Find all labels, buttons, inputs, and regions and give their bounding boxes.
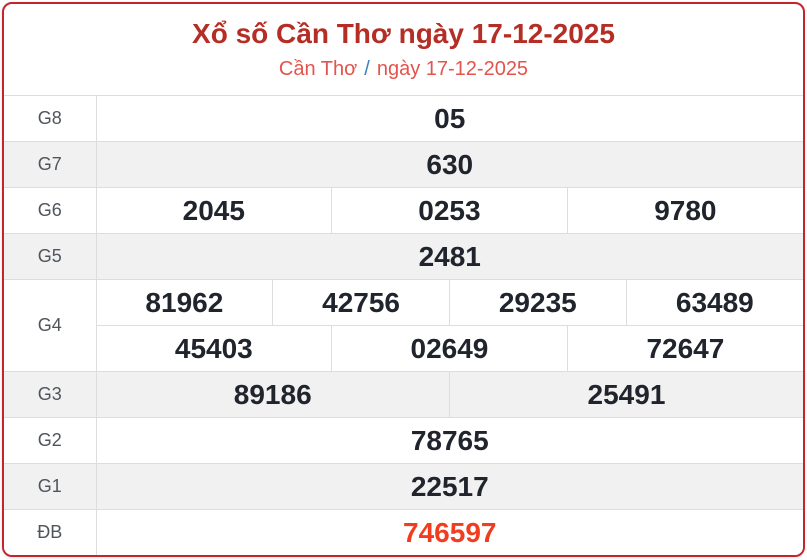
table-row-g7: G7 630 (4, 141, 803, 188)
prize-label-g4: G4 (4, 279, 96, 372)
prize-value-g6-2: 0253 (331, 187, 568, 234)
prize-value-g4-5: 45403 (95, 325, 332, 372)
results-table: G8 05 G7 630 G6 2045 0253 9780 G5 2481 (4, 95, 803, 555)
prize-value-g4-7: 72647 (566, 325, 803, 372)
prize-value-g2: 78765 (95, 417, 803, 464)
table-row-g5: G5 2481 (4, 233, 803, 280)
prize-label-g5: G5 (4, 233, 96, 280)
table-row-g4-line1: G4 81962 42756 29235 63489 (4, 279, 803, 372)
table-row-g1: G1 22517 (4, 463, 803, 510)
prize-value-g4-6: 02649 (331, 325, 568, 372)
table-row-g6: G6 2045 0253 9780 (4, 187, 803, 234)
table-row-db: ĐB 746597 (4, 509, 803, 555)
prize-label-g8: G8 (4, 95, 96, 142)
prize-value-db: 746597 (95, 509, 803, 555)
breadcrumb-province-link[interactable]: Cần Thơ (278, 58, 358, 80)
breadcrumb-date-link[interactable]: ngày 17-12-2025 (376, 58, 529, 80)
prize-value-g6-3: 9780 (566, 187, 803, 234)
prize-value-g8: 05 (95, 95, 803, 142)
prize-value-g1: 22517 (95, 463, 803, 510)
prize-value-g5: 2481 (95, 233, 803, 280)
prize-value-g4-3: 29235 (448, 279, 627, 326)
prize-value-g3-2: 25491 (448, 371, 803, 418)
prize-value-g4-2: 42756 (272, 279, 450, 326)
breadcrumb: Cần Thơ / ngày 17-12-2025 (279, 56, 528, 82)
prize-label-db: ĐB (4, 509, 96, 555)
prize-label-g1: G1 (4, 463, 96, 510)
breadcrumb-separator: / (364, 58, 370, 80)
table-row-g2: G2 78765 (4, 417, 803, 464)
table-row-g3: G3 89186 25491 (4, 371, 803, 418)
prize-label-g6: G6 (4, 187, 96, 234)
prize-value-g6-1: 2045 (95, 187, 332, 234)
table-row-g8: G8 05 (4, 95, 803, 142)
prize-value-g7: 630 (95, 141, 803, 188)
prize-value-g4-4: 63489 (625, 279, 803, 326)
prize-label-g7: G7 (4, 141, 96, 188)
page-title: Xổ số Cần Thơ ngày 17-12-2025 (192, 18, 615, 49)
prize-label-g3: G3 (4, 371, 96, 418)
prize-label-g2: G2 (4, 417, 96, 464)
prize-value-g4-1: 81962 (95, 279, 273, 326)
card-header: Xổ số Cần Thơ ngày 17-12-2025 Cần Thơ / ng… (4, 4, 803, 95)
table-row-g4-line2: 45403 02649 72647 (4, 325, 803, 372)
prize-value-g3-1: 89186 (95, 371, 450, 418)
